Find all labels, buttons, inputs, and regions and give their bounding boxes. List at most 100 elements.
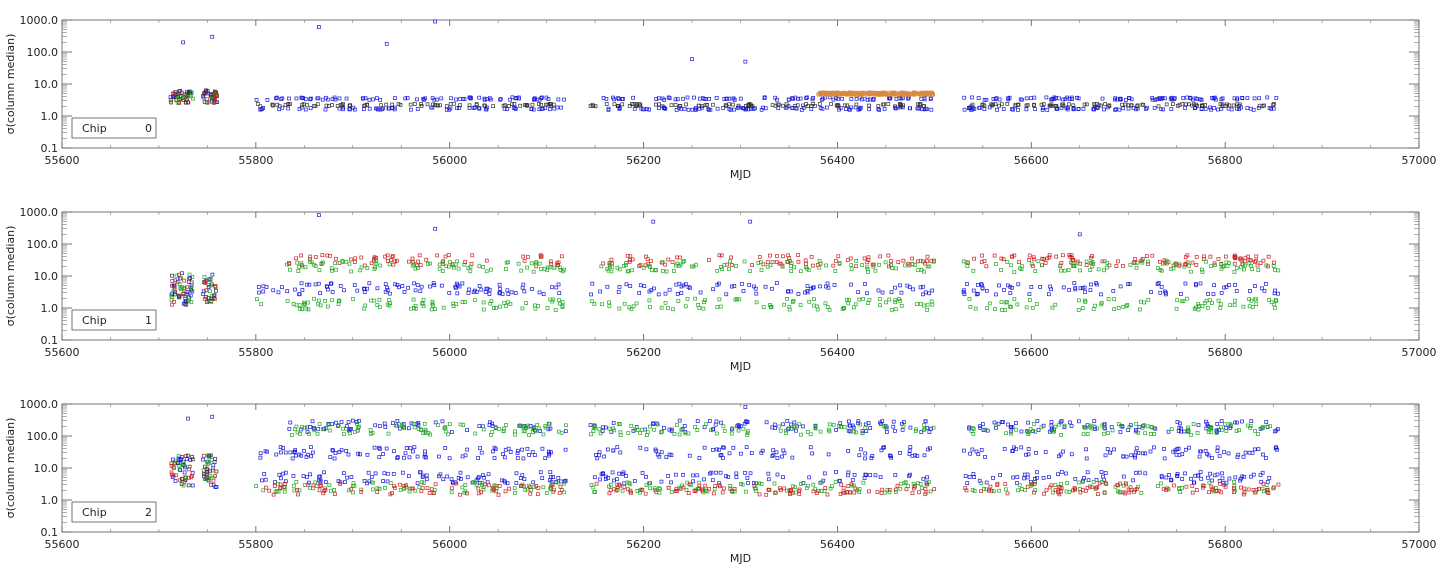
data-point <box>707 419 712 423</box>
data-point <box>518 103 523 108</box>
data-point <box>1030 306 1035 310</box>
data-point <box>1166 429 1171 434</box>
data-point <box>1036 428 1041 432</box>
data-point <box>1111 289 1116 293</box>
data-point <box>448 102 453 106</box>
data-point <box>1232 484 1237 488</box>
data-point <box>985 428 990 433</box>
data-point <box>718 484 722 489</box>
data-point <box>1017 260 1021 265</box>
data-point <box>1031 255 1036 260</box>
data-point <box>1237 103 1241 108</box>
data-point <box>669 490 674 494</box>
data-point <box>857 453 862 458</box>
data-point <box>893 487 898 492</box>
data-point <box>708 471 712 476</box>
y-axis-label: σ(column median) <box>4 34 17 135</box>
data-point <box>481 300 486 305</box>
outlier-point <box>743 405 748 409</box>
data-point <box>311 486 316 491</box>
data-point <box>429 307 434 312</box>
data-point <box>799 269 803 274</box>
data-point <box>418 289 423 294</box>
data-point <box>900 428 905 432</box>
data-point <box>1092 102 1097 106</box>
data-point <box>551 475 555 479</box>
data-point <box>420 480 425 485</box>
data-point <box>896 91 901 96</box>
data-point <box>1083 299 1088 304</box>
data-point <box>387 291 392 296</box>
data-point <box>1014 427 1018 432</box>
data-point <box>745 476 750 480</box>
data-point <box>686 491 691 496</box>
data-point <box>398 102 403 107</box>
data-point <box>864 91 869 96</box>
data-point <box>348 431 352 436</box>
data-point <box>617 306 622 311</box>
data-point <box>1158 268 1163 272</box>
data-point <box>827 422 832 427</box>
data-point <box>1256 105 1261 110</box>
data-point <box>527 433 531 437</box>
data-point <box>1161 107 1165 112</box>
data-point <box>1145 424 1150 429</box>
data-point <box>450 486 454 491</box>
data-point <box>982 107 987 112</box>
data-point <box>456 476 461 480</box>
legend-box: Chip 2 <box>71 501 157 523</box>
data-point <box>340 260 345 265</box>
data-point <box>306 300 310 305</box>
data-point <box>1210 456 1214 460</box>
data-point <box>1199 449 1203 454</box>
data-point <box>546 97 551 101</box>
data-point <box>475 289 479 294</box>
data-point <box>519 424 523 428</box>
data-point <box>391 254 395 258</box>
data-point <box>468 264 473 269</box>
data-point <box>506 446 511 451</box>
data-point <box>782 451 787 456</box>
data-point <box>447 107 452 112</box>
data-point <box>369 475 374 479</box>
data-point <box>1233 298 1237 303</box>
data-point <box>1169 427 1174 432</box>
data-point <box>1241 262 1245 267</box>
data-point <box>693 425 698 429</box>
data-point <box>332 456 337 461</box>
data-point <box>715 431 719 436</box>
data-point <box>171 457 175 462</box>
data-point <box>498 287 502 291</box>
data-point <box>327 483 332 488</box>
data-point <box>856 290 861 294</box>
data-point <box>1043 450 1048 454</box>
data-point <box>1272 485 1276 490</box>
data-point <box>724 104 729 108</box>
data-point <box>467 103 472 108</box>
data-point <box>534 484 539 488</box>
data-point <box>926 480 931 484</box>
data-point <box>300 288 305 292</box>
data-point <box>860 263 864 267</box>
data-point <box>550 285 554 290</box>
data-point <box>930 302 935 307</box>
data-point <box>786 289 791 293</box>
data-point <box>1071 257 1076 262</box>
data-point <box>1168 96 1173 101</box>
data-point <box>487 287 492 292</box>
data-point <box>1023 488 1027 492</box>
data-point <box>675 423 679 427</box>
data-point <box>1234 289 1239 293</box>
series-2 <box>256 281 1280 297</box>
legend-label: Chip <box>82 314 107 327</box>
data-point <box>883 425 888 430</box>
data-point <box>1206 475 1210 480</box>
data-point <box>1248 424 1253 428</box>
data-point <box>1240 419 1244 424</box>
data-point <box>497 483 502 488</box>
data-point <box>994 262 998 266</box>
data-point <box>415 454 420 459</box>
data-point <box>487 292 492 296</box>
data-point <box>1260 426 1264 430</box>
data-point <box>740 282 744 286</box>
